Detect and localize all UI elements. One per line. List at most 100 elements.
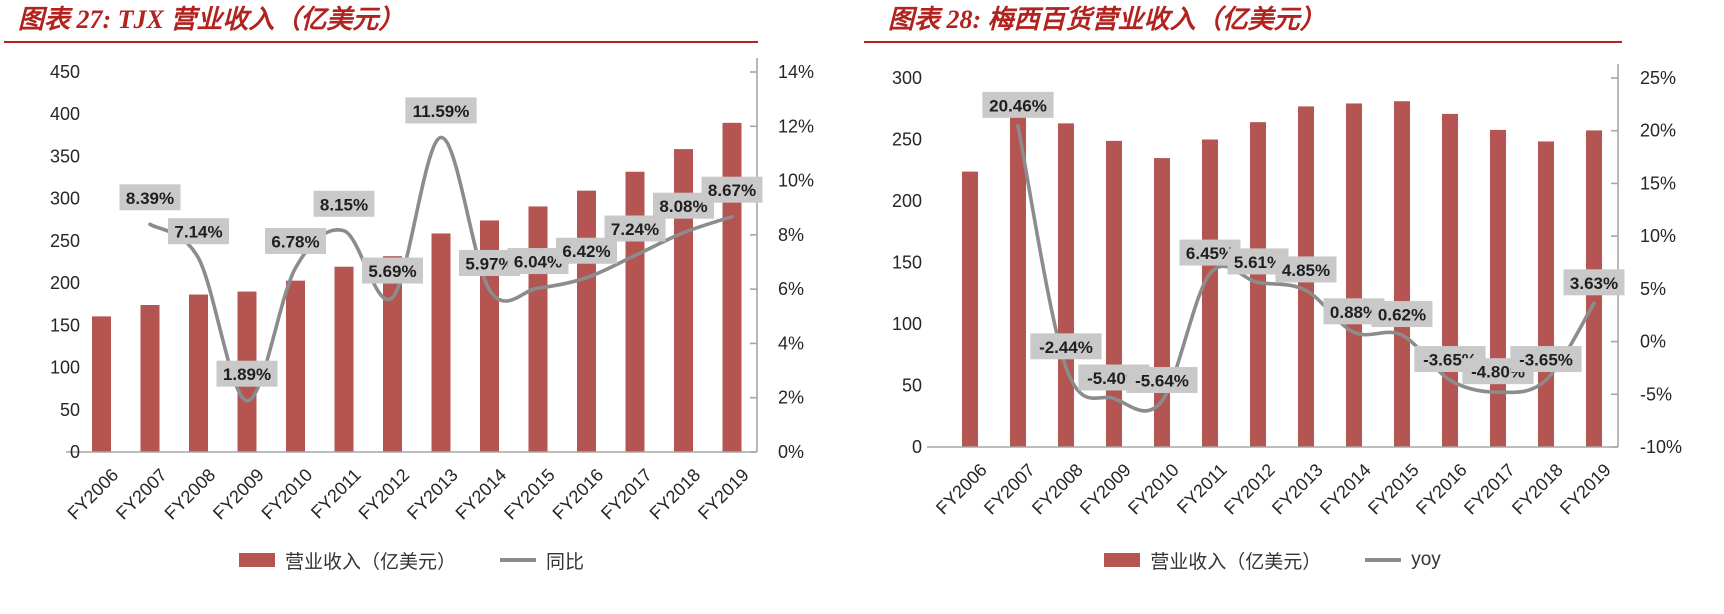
x-axis-category-label: FY2016: [549, 465, 608, 524]
data-label-box: [1030, 333, 1102, 360]
x-axis-category-label: FY2009: [1076, 460, 1135, 519]
right-axis-tick-label: 6%: [778, 279, 804, 299]
x-axis-category-label: FY2014: [1316, 460, 1375, 519]
left-axis-tick-label: 450: [50, 62, 80, 82]
revenue-bar: [1346, 103, 1362, 447]
revenue-bar: [1442, 113, 1458, 447]
revenue-bar: [286, 280, 305, 452]
left-axis-tick-label: 200: [892, 191, 922, 211]
left-axis-tick-label: 250: [892, 130, 922, 150]
revenue-bar: [1202, 139, 1218, 447]
revenue-bar: [625, 171, 645, 452]
x-axis-category-label: FY2018: [646, 465, 705, 524]
x-axis-category-label: FY2017: [597, 465, 656, 524]
data-label-box: [405, 97, 477, 124]
left-axis-tick-label: 300: [892, 68, 922, 88]
left-axis-tick-label: 250: [50, 231, 80, 251]
data-label: 0.88%: [1330, 303, 1378, 322]
x-axis-category-label: FY2006: [64, 465, 123, 524]
data-label: -2.44%: [1039, 338, 1093, 357]
x-axis-category-label: FY2008: [1028, 460, 1087, 519]
data-label: 5.61%: [1234, 253, 1282, 272]
yoy-line: [1016, 124, 1596, 413]
x-axis-category-label: FY2013: [403, 465, 462, 524]
x-axis-category-label: FY2018: [1508, 460, 1567, 519]
x-axis-category-label: FY2007: [112, 465, 171, 524]
chart1-legend-bar-swatch-icon: [238, 553, 275, 567]
data-label-box: [701, 176, 763, 203]
chart2-legend-line-label: yoy: [1411, 549, 1441, 570]
right-axis-tick-label: 25%: [1640, 68, 1676, 88]
data-label: 5.69%: [368, 262, 416, 281]
right-axis-tick-label: 12%: [778, 116, 814, 136]
x-axis-category-label: FY2006: [932, 460, 991, 519]
x-axis-category-label: FY2012: [1220, 460, 1279, 519]
data-label-box: [1126, 367, 1198, 394]
left-axis-tick-label: 50: [902, 376, 922, 396]
x-axis-category-label: FY2012: [355, 465, 414, 524]
chart2-title-rule: [864, 41, 1622, 43]
chart1-plot: 0% 2% 4% 6% 8% 10% 12% 14% 0 50 100 150 200 250 300 350…: [50, 58, 814, 524]
chart1-title-rule: [4, 41, 758, 43]
left-axis-tick-label: 200: [50, 273, 80, 293]
chart1-title: 图表 27: TJX 营业收入（亿美元）: [18, 5, 405, 34]
revenue-bar: [962, 171, 978, 447]
right-axis-tick-label: 2%: [778, 388, 804, 408]
data-label: 6.04%: [514, 253, 562, 272]
data-label: 0.62%: [1378, 306, 1426, 325]
left-axis-tick-label: 300: [50, 189, 80, 209]
data-label: -3.65%: [1519, 351, 1573, 370]
data-label-box: [604, 215, 666, 242]
revenue-bar: [1058, 123, 1074, 448]
data-label: 3.63%: [1570, 274, 1618, 293]
x-axis-category-label: FY2019: [1556, 460, 1615, 519]
right-axis-tick-label: 0%: [1640, 332, 1666, 352]
right-axis-tick-label: -5%: [1640, 384, 1672, 404]
data-label-box: [313, 190, 375, 217]
chart2-legend-bar-swatch-icon: [1104, 553, 1141, 567]
x-axis-category-label: FY2011: [307, 465, 365, 523]
revenue-bar: [674, 149, 693, 452]
data-label: 1.89%: [223, 365, 271, 384]
chart1-legend-bar-label: 营业收入（亿美元）: [284, 551, 456, 573]
data-label-box: [216, 360, 278, 387]
data-label: 6.78%: [271, 232, 319, 251]
x-axis-category-label: FY2019: [694, 465, 753, 524]
left-axis-tick-label: 400: [50, 104, 80, 124]
x-axis-category-label: FY2009: [209, 465, 268, 524]
revenue-bar: [722, 122, 742, 452]
data-label-box: [1371, 301, 1433, 328]
revenue-bar: [92, 316, 111, 452]
chart2-legend-line-swatch-icon: [1365, 558, 1402, 562]
data-label: 6.42%: [562, 242, 610, 261]
left-axis-tick-label: 0: [70, 442, 80, 462]
yoy-line: [148, 135, 734, 403]
right-axis-tick-label: 5%: [1640, 279, 1666, 299]
data-label: 4.85%: [1282, 261, 1330, 280]
x-axis-category-label: FY2014: [452, 465, 511, 524]
right-axis-tick-label: 14%: [778, 62, 814, 82]
revenue-bar: [383, 256, 402, 452]
data-label: 8.67%: [708, 181, 756, 200]
data-label: 7.24%: [611, 220, 659, 239]
chart1-legend: 营业收入（亿美元） 同比: [66, 547, 757, 573]
x-axis-category-label: FY2011: [1173, 460, 1231, 518]
left-axis-tick-label: 150: [892, 253, 922, 273]
data-label: -5.64%: [1135, 372, 1189, 391]
chart1-legend-line-swatch-icon: [500, 558, 536, 562]
revenue-bar: [1250, 122, 1266, 448]
right-axis-tick-label: 0%: [778, 442, 804, 462]
right-axis-tick-label: 10%: [1640, 226, 1676, 246]
data-label: 6.45%: [1186, 244, 1234, 263]
x-axis-category-label: FY2008: [161, 465, 220, 524]
left-axis-tick-label: 350: [50, 146, 80, 166]
revenue-bar: [1394, 101, 1410, 447]
data-label: 5.97%: [465, 254, 513, 273]
right-axis-tick-label: 15%: [1640, 173, 1676, 193]
left-axis-tick-label: 100: [892, 314, 922, 334]
revenue-bar: [1490, 129, 1506, 447]
data-label-box: [265, 227, 326, 254]
data-label-box: [119, 184, 181, 211]
data-label: 7.14%: [174, 223, 222, 242]
